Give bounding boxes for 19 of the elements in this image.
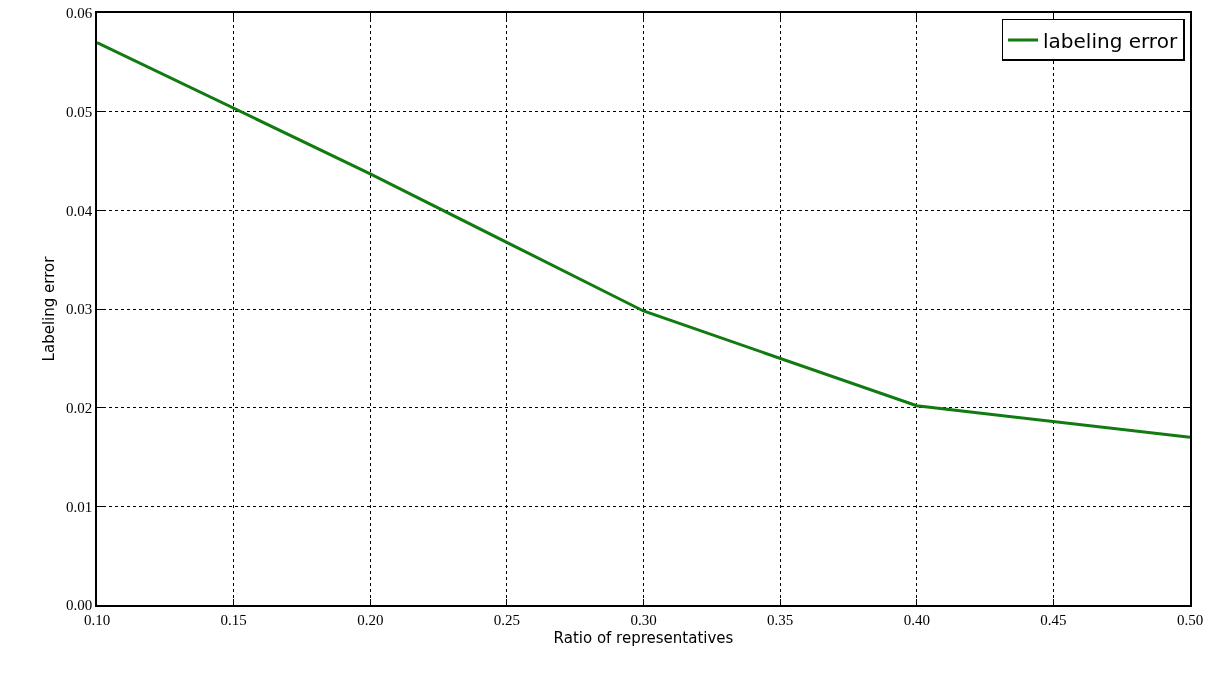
legend-label: labeling error bbox=[1043, 28, 1178, 53]
y-tick-label: 0.04 bbox=[66, 202, 93, 219]
x-tick-label: 0.15 bbox=[220, 611, 247, 628]
x-tick-label: 0.35 bbox=[766, 611, 794, 628]
y-tick-label: 0.02 bbox=[66, 399, 93, 416]
y-tick-label: 0.01 bbox=[66, 498, 93, 515]
y-tick-label: 0.00 bbox=[66, 597, 93, 614]
x-tick-label: 0.45 bbox=[1040, 611, 1067, 628]
y-axis-title: Labeling error bbox=[39, 255, 58, 362]
x-tick-label: 0.25 bbox=[493, 611, 521, 628]
x-axis-title: Ratio of representatives bbox=[553, 629, 734, 648]
x-tick-label: 0.30 bbox=[630, 611, 657, 628]
x-tick-label: 0.40 bbox=[903, 611, 930, 628]
y-tick-label: 0.05 bbox=[66, 103, 93, 120]
x-tick-label: 0.50 bbox=[1176, 611, 1204, 628]
x-tick-label: 0.10 bbox=[83, 611, 111, 628]
x-tick-label: 0.20 bbox=[357, 611, 384, 628]
y-tick-label: 0.03 bbox=[66, 301, 93, 318]
y-tick-label: 0.06 bbox=[66, 5, 93, 22]
